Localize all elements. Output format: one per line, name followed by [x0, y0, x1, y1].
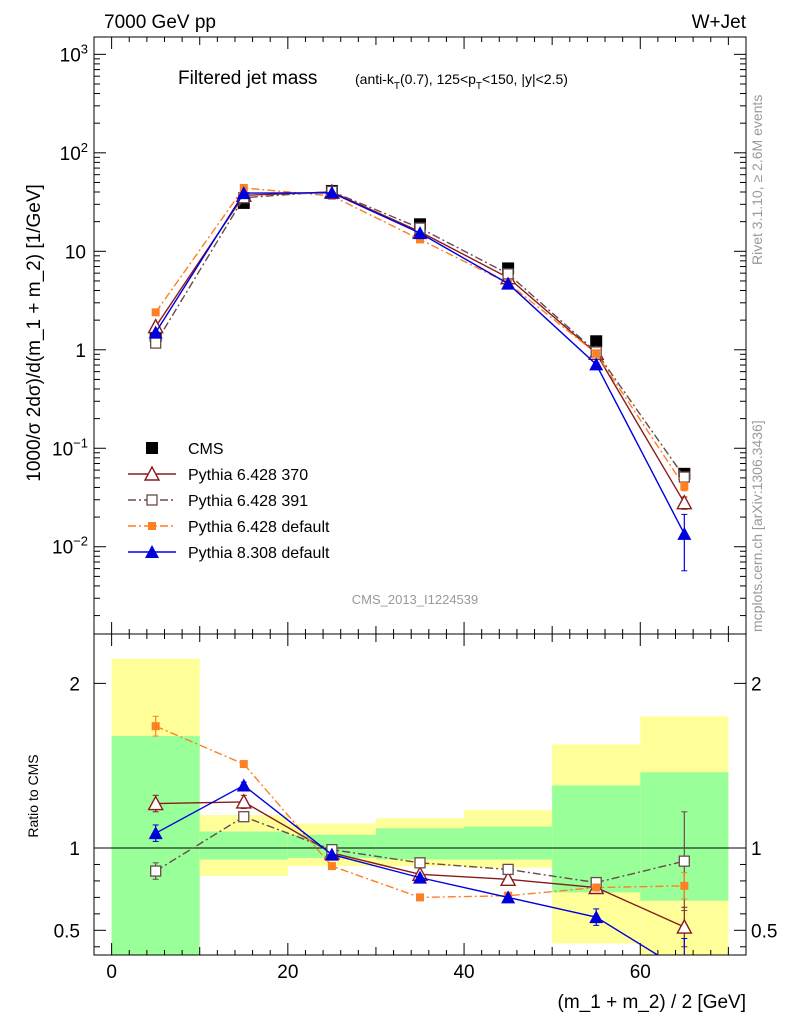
- point-py8_default: [236, 186, 251, 200]
- legend-label-py8_default: Pythia 8.308 default: [188, 545, 330, 562]
- chart-subtitle: (anti-kT(0.7), 125<pT<150, |y|<2.5): [355, 71, 568, 92]
- legend-marker-py6_default: [148, 522, 156, 530]
- legend-label-py6_default: Pythia 6.428 default: [188, 519, 330, 536]
- point-py6_default: [416, 235, 424, 244]
- x-tick-label: 20: [277, 962, 298, 983]
- point-py6_default: [592, 883, 601, 892]
- x-tick-label: 0: [106, 962, 117, 983]
- point-py6_370: [147, 795, 164, 811]
- axes: [93, 36, 747, 956]
- point-py8_default: [413, 226, 427, 240]
- chart-title: Filtered jet mass: [178, 68, 317, 89]
- band-inner-1: [199, 831, 288, 860]
- point-py8_default: [236, 778, 251, 792]
- y-tick-label: 103: [60, 41, 88, 66]
- band-inner-3: [375, 828, 465, 860]
- legend-label-py6_391: Pythia 6.428 391: [188, 493, 308, 510]
- point-py6_default: [592, 349, 601, 358]
- y-tick-label: 1: [75, 341, 86, 362]
- point-py8_default: [677, 964, 691, 977]
- ratio-y-tick-label-right: 2: [751, 674, 762, 695]
- point-py6_391: [150, 865, 162, 877]
- ratio-y-tick-label-right: 1: [751, 839, 762, 860]
- point-py8_default: [501, 890, 516, 904]
- x-tick-label: 40: [453, 962, 474, 983]
- point-py6_391: [678, 471, 690, 483]
- legend-marker-cms: [146, 442, 158, 454]
- point-py8_default: [324, 185, 339, 199]
- band-inner-4: [464, 826, 553, 860]
- point-py6_default: [327, 862, 336, 871]
- point-py6_370: [235, 793, 252, 809]
- point-py6_391: [150, 337, 162, 349]
- series-py8_default: [148, 185, 692, 572]
- y-tick-label: 10: [65, 242, 86, 263]
- point-py6_391: [678, 855, 690, 867]
- y-tick-label: 102: [60, 140, 88, 165]
- point-py6_391: [502, 863, 514, 876]
- point-py6_default: [151, 722, 160, 731]
- ratio-y-tick-label: 0.5: [54, 921, 80, 942]
- ratio-plot-series: [147, 715, 693, 977]
- series-py6_391: [150, 811, 690, 912]
- ratio-y-tick-label-right: 0.5: [751, 921, 777, 942]
- ratio-plot-frame: [93, 633, 747, 956]
- point-py6_default: [239, 760, 248, 769]
- x-tick-label: 60: [630, 962, 651, 983]
- point-py6_391: [414, 857, 426, 869]
- y-tick-label: 10−1: [52, 435, 88, 460]
- point-py8_default: [413, 870, 427, 884]
- ratio-y-tick-label: 1: [69, 839, 80, 860]
- band-inner-5: [552, 785, 641, 893]
- point-py8_default: [501, 276, 516, 290]
- point-py6_default: [680, 482, 689, 491]
- point-py8_default: [148, 325, 163, 339]
- y-tick-label: 10−2: [52, 534, 88, 559]
- legend-marker-py6_370: [143, 465, 161, 481]
- point-py8_default: [324, 847, 339, 861]
- point-py6_370: [499, 870, 517, 886]
- point-cms: [590, 335, 603, 348]
- y-axis-label: 1000/σ 2dσ)/d(m_1 + m_2) [1/GeV]: [24, 184, 45, 482]
- mcplots-source: mcplots.cern.ch [arXiv:1306.3436]: [749, 420, 765, 632]
- rivet-version: Rivet 3.1.10, ≥ 2.6M events: [749, 95, 765, 265]
- main-plot-series: [147, 183, 693, 572]
- point-py6_370: [676, 494, 693, 510]
- legend-label-cms: CMS: [188, 441, 224, 458]
- point-py8_default: [677, 526, 692, 540]
- x-axis-label: (m_1 + m_2) / 2 [GeV]: [558, 992, 747, 1013]
- legend-marker-py6_391: [146, 494, 158, 506]
- energy-label: 7000 GeV pp: [104, 12, 216, 33]
- process-label: W+Jet: [692, 12, 747, 33]
- analysis-id: CMS_2013_I1224539: [352, 592, 479, 607]
- point-py6_default: [680, 881, 689, 890]
- point-py8_default: [148, 826, 163, 840]
- series-py6_default: [151, 715, 689, 902]
- legend-label-py6_370: Pythia 6.428 370: [188, 467, 308, 484]
- point-py6_370: [676, 918, 693, 934]
- point-py6_default: [151, 308, 160, 317]
- point-py6_default: [416, 893, 424, 902]
- legend-marker-py8_default: [145, 545, 159, 558]
- point-py8_default: [589, 357, 604, 371]
- legend: CMS Pythia 6.428 370 Pythia 6.428 391 Pythi…: [128, 441, 330, 562]
- ratio-y-axis-label: Ratio to CMS: [25, 754, 41, 837]
- point-py6_391: [238, 811, 250, 823]
- band-inner-0: [111, 736, 200, 955]
- ratio-y-tick-label: 2: [69, 674, 80, 695]
- point-py8_default: [589, 910, 604, 924]
- series-py8_default: [148, 778, 691, 977]
